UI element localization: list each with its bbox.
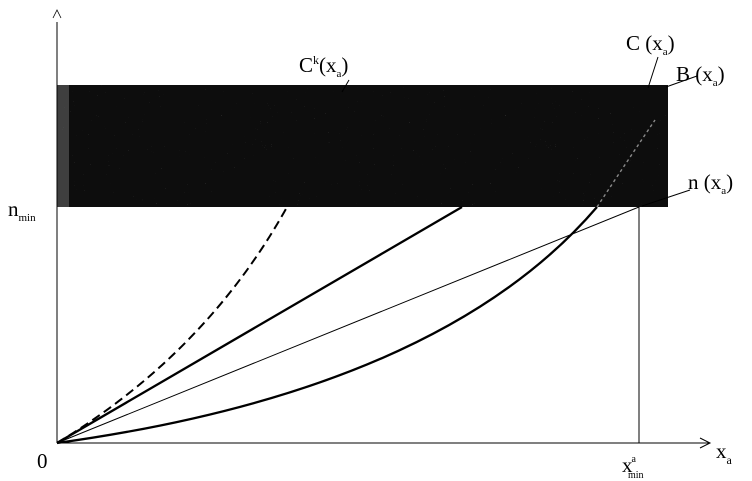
curve-label-n: n (xa) (688, 170, 733, 197)
curve-ck (56, 206, 288, 444)
curve-n (56, 206, 640, 444)
leader-b (665, 75, 698, 88)
x-axis-arrowhead (699, 437, 712, 449)
shaded-band-texture (57, 85, 668, 207)
curve-c-lower (56, 206, 463, 444)
leader-n (641, 189, 691, 207)
y-axis-arrowhead (52, 9, 62, 19)
curve-c-upper (596, 119, 656, 208)
curve-c-convex (56, 206, 598, 445)
origin-label: 0 (37, 449, 48, 473)
y-min-label: nmin (8, 197, 36, 224)
curve-label-ck: Ck(xa) (299, 53, 348, 80)
curve-label-c: C (xa) (626, 31, 675, 58)
x-min-label: xa min (622, 453, 644, 481)
shaded-band-left-edge (57, 85, 69, 207)
x-axis-label: xa (716, 439, 733, 467)
curve-label-b: B (xa) (676, 62, 725, 89)
leader-ck (341, 79, 350, 93)
leader-c (647, 56, 659, 89)
